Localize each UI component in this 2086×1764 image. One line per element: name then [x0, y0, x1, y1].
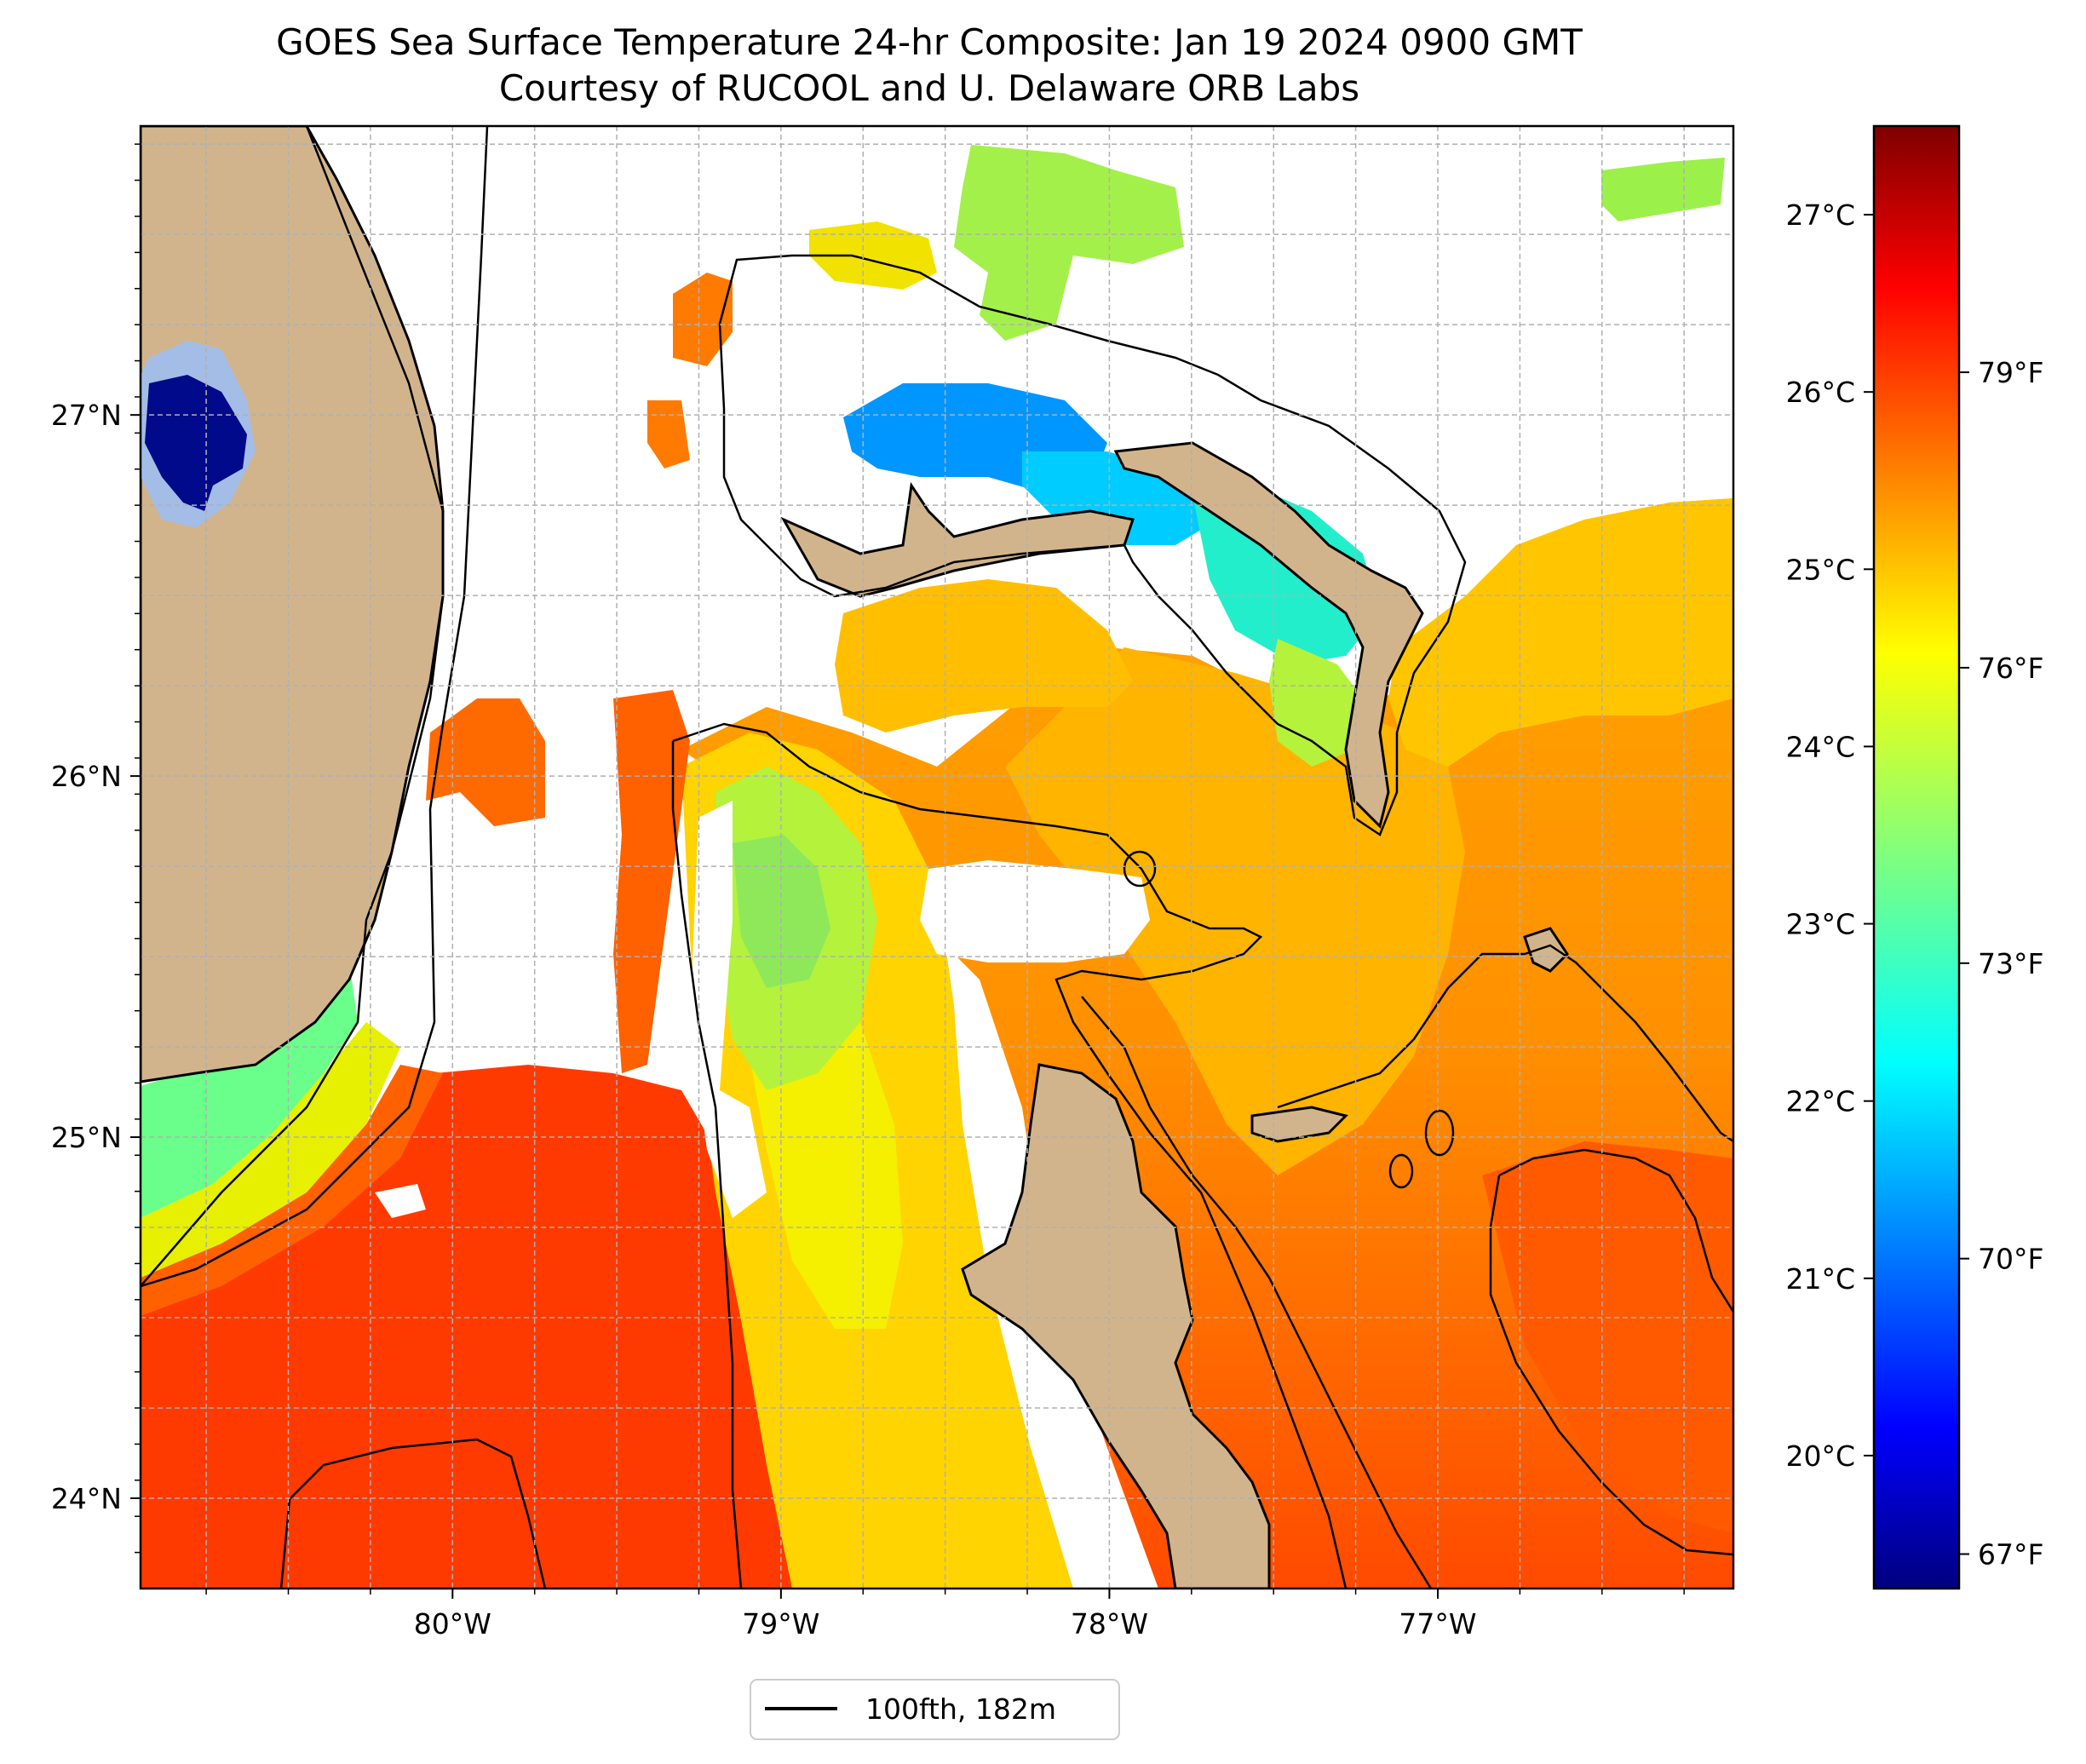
title-line-2: Courtesy of RUCOOL and U. Delaware ORB L… — [499, 67, 1359, 109]
lat-tick-label: 25°N — [51, 1121, 122, 1154]
land-grand-bahama — [780, 481, 1135, 598]
sst-green-north — [954, 145, 1184, 341]
isobath-100fth — [141, 126, 1733, 1589]
legend-label-isobath: 100fth, 182m — [865, 1692, 1056, 1726]
isobath-small-bank — [1424, 1109, 1455, 1157]
celsius-tick-label: 25°C — [1785, 553, 1855, 586]
isobath-cay-sal — [279, 1438, 547, 1589]
celsius-tick-label: 27°C — [1785, 198, 1855, 232]
sst-map — [141, 126, 1733, 1589]
lake-okeechobee-inner-front — [145, 375, 247, 511]
celsius-tick-label: 26°C — [1785, 376, 1855, 409]
celsius-tick-label: 20°C — [1785, 1439, 1855, 1473]
sst-orange-blob-north — [673, 273, 733, 366]
land-andros — [961, 1063, 1271, 1589]
no-data-patch-keys — [375, 1184, 426, 1218]
longitude-axis: 80°W 79°W 78°W 77°W — [414, 1589, 1477, 1640]
isobath-tongue-of-ocean — [1277, 944, 1733, 1143]
land-nassau — [1250, 1106, 1348, 1143]
sst-yellow-florida-coast — [141, 1022, 400, 1278]
isobath-great-bahama-bank-north — [672, 722, 1348, 1589]
no-data-patch-central — [920, 860, 1150, 962]
isobath-exuma-sound-2 — [1489, 1175, 1733, 1556]
isobath-bimini-bank — [1123, 850, 1157, 888]
legend: 100fth, 182m — [750, 1679, 1120, 1740]
latitude-axis: 27°N 26°N 25°N 24°N — [51, 399, 141, 1515]
isobath-andros-east — [1081, 996, 1433, 1589]
celsius-tick-label: 21°C — [1785, 1262, 1855, 1296]
fahrenheit-tick-label: 79°F — [1978, 356, 2043, 389]
sst-green-bank-east — [1269, 639, 1363, 767]
sst-orange-straits-north — [426, 698, 545, 826]
colorbar-celsius-axis: 27°C 26°C 25°C 24°C 23°C 22°C 21°C 20°C — [1785, 198, 1874, 1473]
isobath-exuma-sound — [1498, 1148, 1733, 1313]
isobath-florida-shelf — [141, 126, 445, 1287]
lon-tick-label: 79°W — [742, 1607, 819, 1640]
no-data-patch-west-straits — [690, 801, 767, 1218]
sst-yellow-north — [809, 221, 937, 290]
sst-gold-north-bahamas — [835, 579, 1133, 733]
colorbar-fahrenheit-axis: 79°F 76°F 73°F 70°F 67°F — [1959, 356, 2043, 1572]
lat-tick-label: 27°N — [51, 399, 122, 432]
isobath-little-bahama-bank — [718, 254, 1467, 836]
lon-tick-label: 77°W — [1399, 1607, 1476, 1640]
sst-orange-straits-north-2 — [613, 690, 690, 1073]
fahrenheit-tick-label: 76°F — [1978, 652, 2043, 685]
fahrenheit-tick-label: 67°F — [1978, 1538, 2043, 1572]
sst-orange-blob-north-2 — [647, 400, 690, 468]
title-line-1: GOES Sea Surface Temperature 24-hr Compo… — [276, 21, 1583, 63]
map-gridlines — [141, 126, 1733, 1589]
sst-gold-east — [1388, 498, 1733, 767]
lat-tick-label: 24°N — [51, 1482, 122, 1515]
land-eleuthera — [1523, 927, 1569, 973]
isobath-florida-edge — [141, 126, 489, 1288]
fahrenheit-tick-label: 70°F — [1978, 1243, 2043, 1276]
sst-green-northeast — [1601, 158, 1725, 221]
colorbar — [1872, 124, 1961, 1590]
fahrenheit-tick-label: 73°F — [1978, 947, 2043, 980]
lat-tick-label: 26°N — [51, 760, 122, 793]
celsius-tick-label: 24°C — [1785, 730, 1855, 763]
lon-tick-label: 78°W — [1071, 1607, 1148, 1640]
sst-orange-keys — [141, 1065, 443, 1316]
land-abaco — [1113, 441, 1424, 829]
celsius-tick-label: 23°C — [1785, 908, 1855, 941]
lon-tick-label: 80°W — [414, 1607, 491, 1640]
sst-red-southeast — [1482, 1141, 1733, 1533]
isobath-small-bank-2 — [1388, 1153, 1414, 1189]
minor-ticks — [135, 143, 1685, 1594]
sst-warm-southwest — [141, 1065, 792, 1589]
map-frame — [139, 124, 1735, 1590]
celsius-tick-label: 22°C — [1785, 1085, 1855, 1118]
legend-box — [750, 1679, 1120, 1740]
isobath-great-bahama-bank-west — [671, 741, 743, 1589]
